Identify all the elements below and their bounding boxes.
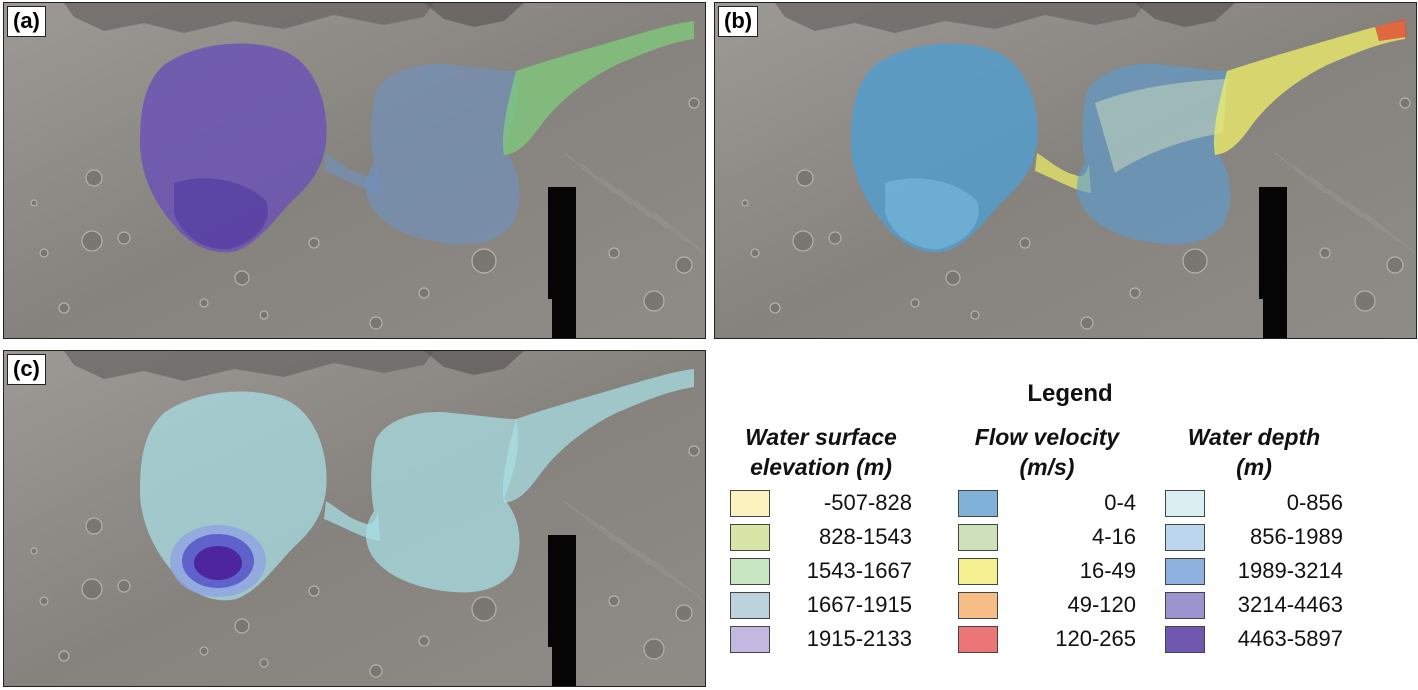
- legend-swatch: [958, 626, 998, 653]
- legend-item-label: 828-1543: [819, 524, 912, 549]
- legend-swatch: [958, 592, 998, 619]
- legend-item-label: 120-265: [1055, 626, 1136, 651]
- legend-heading-velocity-line2: (m/s): [1019, 454, 1075, 480]
- legend-item-velocity: 49-120: [958, 589, 1136, 623]
- legend-swatch: [730, 558, 770, 585]
- legend-swatch: [1165, 626, 1205, 653]
- legend-item-elevation: -507-828: [730, 487, 912, 521]
- legend-item-depth: 3214-4463: [1165, 589, 1343, 623]
- legend-item-velocity: 0-4: [958, 487, 1136, 521]
- legend-swatch: [958, 490, 998, 517]
- legend-swatch: [958, 558, 998, 585]
- legend-swatch: [1165, 490, 1205, 517]
- legend-item-elevation: 1543-1667: [730, 555, 912, 589]
- legend-item-label: 1667-1915: [806, 592, 912, 617]
- legend-item-label: 49-120: [1067, 592, 1136, 617]
- legend-heading-depth-line2: (m): [1236, 454, 1272, 480]
- legend-heading-elevation-line1: Water surface: [745, 424, 897, 450]
- legend-heading-elevation: Water surface elevation (m): [730, 422, 912, 482]
- legend-item-label: 1543-1667: [806, 558, 912, 583]
- panel-label-b: (b): [718, 6, 759, 37]
- legend-item-label: 4463-5897: [1237, 626, 1343, 651]
- legend-item-velocity: 4-16: [958, 521, 1136, 555]
- legend-swatch: [958, 524, 998, 551]
- legend-heading-depth-line1: Water depth: [1187, 424, 1321, 450]
- panel-label-a: (a): [7, 6, 46, 37]
- legend-item-label: 1989-3214: [1237, 558, 1343, 583]
- legend-title: Legend: [1027, 380, 1113, 407]
- legend-swatch: [730, 592, 770, 619]
- legend-swatch: [1165, 592, 1205, 619]
- legend-swatch: [1165, 524, 1205, 551]
- legend-item-velocity: 120-265: [958, 623, 1136, 657]
- legend-item-velocity: 16-49: [958, 555, 1136, 589]
- legend-item-elevation: 828-1543: [730, 521, 912, 555]
- legend-item-depth: 0-856: [1165, 487, 1343, 521]
- map-panel-b: (b): [714, 2, 1417, 339]
- legend-column-elevation: Water surface elevation (m) -507-828 828-…: [730, 422, 912, 657]
- legend-item-label: -507-828: [823, 490, 912, 515]
- panel-label-c: (c): [7, 354, 46, 385]
- map-b-image: [715, 3, 1416, 338]
- legend-column-velocity: Flow velocity (m/s) 0-4 4-16 16-49 49-120 12…: [958, 422, 1136, 657]
- map-panel-a: (a): [3, 2, 706, 339]
- legend-swatch: [730, 524, 770, 551]
- legend-item-label: 1915-2133: [806, 626, 912, 651]
- legend-item-label: 0-856: [1286, 490, 1343, 515]
- legend-item-depth: 1989-3214: [1165, 555, 1343, 589]
- legend-item-label: 0-4: [1104, 490, 1136, 515]
- legend-swatch: [730, 490, 770, 517]
- legend-item-label: 4-16: [1091, 524, 1136, 549]
- legend-item-elevation: 1667-1915: [730, 589, 912, 623]
- legend-swatch: [1165, 558, 1205, 585]
- map-c-image: [4, 351, 705, 686]
- legend-item-label: 16-49: [1079, 558, 1136, 583]
- legend-item-depth: 4463-5897: [1165, 623, 1343, 657]
- legend-item-label: 3214-4463: [1237, 592, 1343, 617]
- legend-item-elevation: 1915-2133: [730, 623, 912, 657]
- legend-heading-elevation-line2: elevation (m): [750, 454, 892, 480]
- legend-item-depth: 856-1989: [1165, 521, 1343, 555]
- legend-heading-depth: Water depth (m): [1165, 422, 1343, 482]
- legend-column-depth: Water depth (m) 0-856 856-1989 1989-3214 32…: [1165, 422, 1343, 657]
- legend-item-label: 856-1989: [1250, 524, 1343, 549]
- legend-swatch: [730, 626, 770, 653]
- map-a-image: [4, 3, 705, 338]
- legend: Legend Water surface elevation (m) -507-…: [730, 378, 1410, 678]
- legend-heading-velocity: Flow velocity (m/s): [958, 422, 1136, 482]
- legend-heading-velocity-line1: Flow velocity: [974, 424, 1120, 450]
- map-panel-c: (c): [3, 350, 706, 687]
